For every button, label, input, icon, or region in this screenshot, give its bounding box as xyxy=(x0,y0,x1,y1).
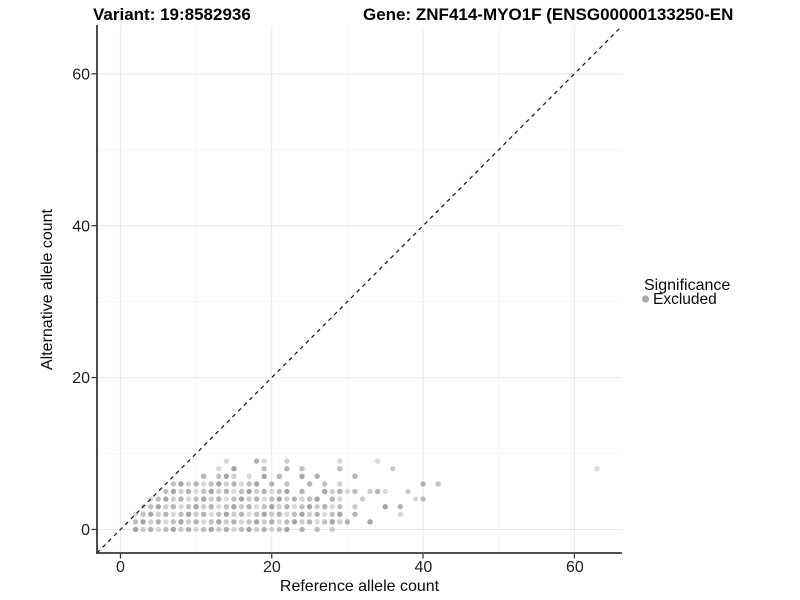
y-axis-title: Alternative allele count xyxy=(39,208,56,370)
legend-item-label: Excluded xyxy=(653,291,717,308)
y-tick-label-0: 0 xyxy=(81,522,90,539)
axis-tick-marks xyxy=(91,73,575,559)
identity-dashed-line xyxy=(96,25,623,554)
plot-title-variant: Variant: 19:8582936 xyxy=(93,5,251,24)
x-tick-label-0: 0 xyxy=(116,559,125,576)
x-tick-label-40: 40 xyxy=(415,559,433,576)
y-tick-label-60: 60 xyxy=(72,67,90,84)
y-tick-label-40: 40 xyxy=(72,219,90,236)
x-tick-label-60: 60 xyxy=(566,559,584,576)
plot-title-gene: Gene: ZNF414-MYO1F (ENSG00000133250-EN xyxy=(363,5,733,24)
gridlines xyxy=(97,26,622,553)
x-axis-title: Reference allele count xyxy=(280,578,440,595)
legend-point-icon xyxy=(641,295,650,303)
x-tick-label-20: 20 xyxy=(263,559,281,576)
y-tick-label-20: 20 xyxy=(72,370,90,387)
legend: Significance Excluded xyxy=(641,277,730,308)
data-points xyxy=(132,458,600,533)
legend-title: Significance xyxy=(644,277,730,294)
